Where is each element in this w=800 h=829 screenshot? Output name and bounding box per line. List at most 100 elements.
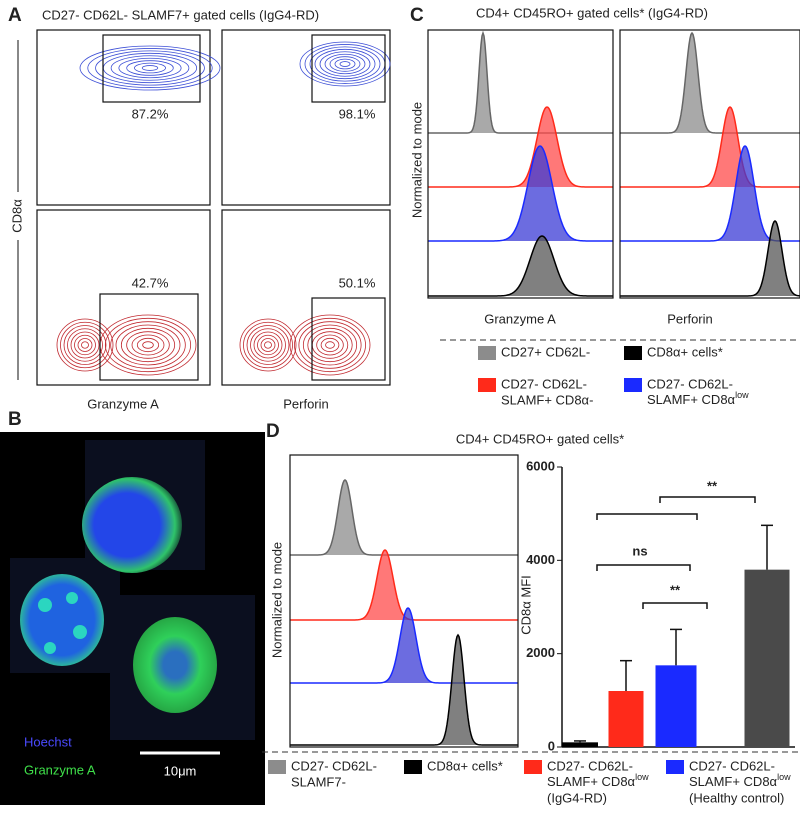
legend-label: CD8α+ cells* — [427, 758, 503, 773]
gate — [311, 34, 386, 103]
y-axis-label: Normalized to mode — [269, 542, 284, 658]
contour — [63, 325, 107, 365]
contour — [56, 318, 114, 372]
contour — [136, 337, 160, 353]
contour — [131, 334, 165, 356]
contour — [110, 321, 186, 369]
contour — [319, 51, 371, 77]
contour — [257, 334, 279, 356]
contour — [79, 45, 221, 91]
histogram — [428, 235, 613, 297]
contour — [60, 321, 110, 369]
plot-box — [619, 29, 800, 299]
significance-label: ** — [670, 582, 681, 597]
x-axis-label: Granzyme A — [484, 311, 556, 326]
contour — [104, 317, 192, 373]
gate-percent: 42.7% — [132, 275, 169, 290]
plot-box — [427, 29, 614, 299]
panel-title: CD4+ CD45RO+ gated cells* (IgG4-RD) — [476, 5, 708, 20]
panel-label: A — [8, 5, 22, 26]
contour — [339, 61, 351, 67]
contour — [141, 65, 159, 71]
legend-label-text: SLAMF+ CD8α — [689, 774, 778, 789]
cell — [82, 477, 182, 573]
cell — [133, 617, 217, 713]
legend-label: (Healthy control) — [689, 790, 784, 805]
legend-swatch — [624, 378, 642, 392]
gate-percent: 50.1% — [339, 275, 376, 290]
y-tick-label: 6000 — [526, 458, 555, 473]
bar — [655, 665, 697, 747]
contour — [120, 327, 176, 363]
panel-title: CD4+ CD45RO+ gated cells* — [456, 431, 624, 446]
legend-label-text: SLAMF+ CD8α — [647, 392, 736, 407]
histogram — [620, 220, 800, 297]
contour — [95, 50, 205, 86]
histograms — [290, 479, 518, 746]
significance-brackets — [596, 496, 756, 609]
contours — [56, 41, 391, 376]
y-axis-label: CD8α MFI — [518, 575, 533, 635]
gate-percent: 87.2% — [132, 106, 169, 121]
contour — [298, 321, 362, 369]
bar — [608, 691, 644, 747]
bracket — [596, 564, 691, 571]
plot-box — [221, 29, 391, 206]
contour — [324, 53, 366, 75]
legend-swatch — [624, 346, 642, 360]
legend-label-sup: low — [777, 772, 791, 782]
contour — [102, 52, 198, 84]
contour — [74, 334, 96, 356]
contour — [243, 321, 293, 369]
scale-label: 10μm — [164, 763, 197, 778]
stain-label: Granzyme A — [24, 762, 96, 777]
histogram — [290, 549, 518, 621]
histogram — [428, 30, 613, 134]
plot-box — [36, 209, 211, 386]
plot-box — [221, 209, 391, 386]
legend-swatch — [524, 760, 542, 774]
legend-label-sup: low — [635, 772, 649, 782]
legend-swatch — [404, 760, 422, 774]
panel-title: CD27- CD62L- SLAMF7+ gated cells (IgG4-R… — [42, 7, 319, 22]
contour — [325, 341, 335, 349]
legend-label: CD27- CD62L- — [291, 758, 377, 773]
panel-label: C — [410, 5, 424, 26]
histogram — [428, 106, 613, 188]
gate — [99, 293, 199, 381]
contour — [289, 314, 371, 376]
contour — [314, 48, 376, 80]
significance-label: ** — [707, 478, 718, 493]
legend-label: SLAMF+ CD8αlow — [647, 390, 749, 407]
contour — [304, 44, 386, 84]
histogram — [428, 145, 613, 242]
contour — [126, 60, 174, 76]
legend-swatch — [478, 378, 496, 392]
histogram — [290, 479, 518, 556]
plot-box — [36, 29, 211, 206]
legend-label-text: SLAMF+ CD8α — [547, 774, 636, 789]
contour — [81, 341, 89, 349]
bracket — [596, 513, 698, 520]
contour — [264, 341, 272, 349]
x-axis-label: Perforin — [667, 311, 713, 326]
legend-label: SLAMF+ CD8α- — [501, 392, 593, 407]
legend-label: CD27- CD62L- — [547, 758, 633, 773]
nucleolus — [73, 625, 87, 639]
contour — [307, 327, 353, 363]
contour — [115, 324, 181, 366]
contour — [316, 334, 344, 356]
contour — [302, 324, 358, 366]
contour — [67, 328, 103, 362]
legend-label: CD8α+ cells* — [647, 344, 723, 359]
bar — [562, 742, 598, 747]
bar — [744, 569, 790, 747]
legend-swatch — [666, 760, 684, 774]
legend-label: SLAMF+ CD8αlow — [689, 772, 791, 789]
contour — [87, 48, 213, 88]
histogram — [620, 31, 800, 134]
contour — [309, 46, 381, 82]
bracket — [642, 602, 708, 609]
cell — [20, 574, 104, 666]
contour — [77, 338, 93, 352]
